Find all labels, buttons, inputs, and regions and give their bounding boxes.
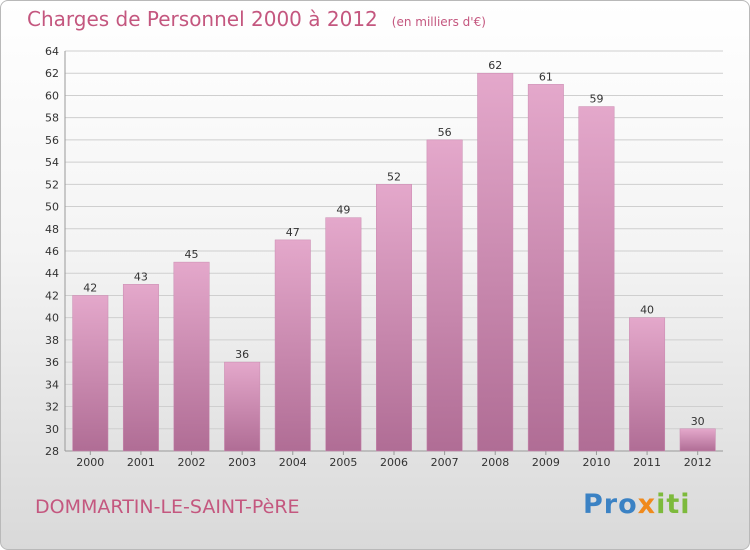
chart-title-text: Charges de Personnel 2000 à 2012: [27, 7, 378, 31]
value-label-2011: 40: [640, 304, 654, 317]
value-label-2012: 30: [691, 415, 705, 428]
x-tick-2009: 2009: [532, 456, 560, 469]
bar-2009: [527, 84, 564, 452]
y-tick-32: 32: [45, 401, 59, 414]
bar-2002: [173, 261, 210, 452]
bar-2003: [224, 361, 261, 452]
value-label-2001: 43: [134, 270, 148, 283]
x-tick-labels: 2000 2001 2002 2003 2004 2005 2006 2007 2008 2009…: [76, 451, 712, 469]
y-tick-56: 56: [45, 134, 59, 147]
logo-part-3: iti: [656, 489, 691, 520]
y-tick-42: 42: [45, 289, 59, 302]
bar-2004: [274, 239, 311, 452]
value-labels: 42 43 45 36 47 49 52 56 62 61 59 40 30: [83, 59, 704, 428]
y-tick-64: 64: [45, 45, 59, 58]
y-tick-46: 46: [45, 245, 59, 258]
value-label-2003: 36: [235, 348, 249, 361]
y-tick-38: 38: [45, 334, 59, 347]
bar-2011: [629, 317, 666, 452]
bar-2001: [122, 284, 159, 452]
value-label-2004: 47: [286, 226, 300, 239]
commune-name: DOMMARTIN-LE-SAINT-PèRE: [35, 496, 300, 518]
bar-2005: [325, 217, 362, 452]
logo-part-2: x: [637, 489, 657, 520]
bar-2000: [72, 295, 109, 452]
bar-2008: [477, 72, 514, 452]
x-tick-2001: 2001: [127, 456, 155, 469]
value-label-2008: 62: [488, 59, 502, 72]
y-tick-34: 34: [45, 378, 59, 391]
x-tick-2011: 2011: [633, 456, 661, 469]
x-tick-2003: 2003: [228, 456, 256, 469]
y-tick-44: 44: [45, 267, 59, 280]
bar-2012: [679, 428, 716, 452]
proxiti-logo: Proxiti: [583, 489, 691, 520]
y-tick-labels: 28 30 32 34 36 38 40 42 44 46 48 50 52 54 56 58 60 62 64: [45, 45, 59, 458]
x-tick-2006: 2006: [380, 456, 408, 469]
value-label-2009: 61: [539, 70, 553, 83]
x-tick-2000: 2000: [76, 456, 104, 469]
x-tick-2007: 2007: [431, 456, 459, 469]
x-tick-2012: 2012: [684, 456, 712, 469]
bar-2006: [376, 184, 412, 452]
y-tick-48: 48: [45, 223, 59, 236]
bar-2007: [426, 139, 463, 452]
bar-2010: [578, 106, 615, 452]
y-tick-28: 28: [45, 445, 59, 458]
y-tick-40: 40: [45, 312, 59, 325]
y-tick-58: 58: [45, 112, 59, 125]
value-label-2005: 49: [336, 204, 350, 217]
y-tick-50: 50: [45, 201, 59, 214]
y-tick-52: 52: [45, 178, 59, 191]
y-tick-54: 54: [45, 156, 59, 169]
x-tick-2004: 2004: [279, 456, 307, 469]
x-tick-2002: 2002: [178, 456, 206, 469]
value-label-2002: 45: [185, 248, 199, 261]
chart-subtitle: (en milliers d'€): [391, 15, 486, 29]
y-tick-36: 36: [45, 356, 59, 369]
y-tick-60: 60: [45, 89, 59, 102]
y-tick-30: 30: [45, 423, 59, 436]
bars: [72, 72, 716, 452]
value-label-2007: 56: [438, 126, 452, 139]
logo-part-1: Pro: [583, 489, 638, 520]
x-tick-2005: 2005: [329, 456, 357, 469]
chart-title: Charges de Personnel 2000 à 2012 (en mill…: [27, 7, 486, 31]
value-label-2010: 59: [589, 93, 603, 106]
value-label-2006: 52: [387, 170, 401, 183]
value-label-2000: 42: [83, 281, 97, 294]
x-tick-2010: 2010: [582, 456, 610, 469]
x-tick-2008: 2008: [481, 456, 509, 469]
y-tick-62: 62: [45, 67, 59, 80]
